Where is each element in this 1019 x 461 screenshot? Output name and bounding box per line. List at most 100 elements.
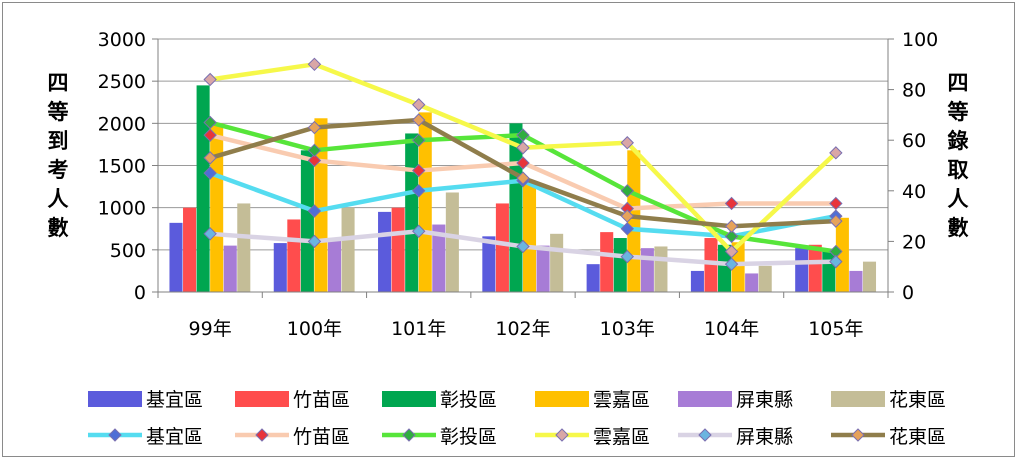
bar: [550, 233, 564, 292]
left-axis-title-char: 人: [48, 187, 69, 211]
bar: [862, 261, 877, 292]
category-label: 103年: [600, 318, 655, 340]
legend-bar-label: 雲嘉區: [593, 389, 650, 411]
bar: [690, 270, 704, 292]
bar: [822, 249, 836, 292]
data-point: [724, 219, 739, 233]
data-point: [516, 171, 530, 185]
bar: [378, 211, 392, 292]
legend-bar-label: 彰投區: [440, 389, 497, 411]
legend-line-marker: [402, 428, 416, 442]
data-point: [307, 153, 322, 168]
bar: [849, 270, 863, 292]
legend-bar-swatch: [831, 391, 885, 407]
bar: [586, 264, 600, 292]
right-axis-title-char: 錄: [948, 129, 969, 153]
data-point: [724, 196, 739, 211]
left-axis-title-char: 等: [48, 100, 69, 124]
bar: [495, 203, 509, 292]
left-axis-title-char: 數: [48, 216, 69, 240]
data-point: [412, 133, 426, 147]
bar: [600, 232, 614, 292]
right-axis-title-char: 數: [948, 216, 969, 240]
category-label: 100年: [287, 318, 342, 340]
right-tick-label: 60: [902, 130, 926, 152]
legend-bar-label: 竹苗區: [293, 389, 350, 411]
right-axis-title-char: 四: [948, 71, 969, 95]
right-tick-label: 0: [902, 282, 914, 304]
data-point: [307, 120, 322, 135]
category-label: 105年: [808, 318, 863, 340]
legend-bar-label: 基宜區: [146, 389, 203, 411]
left-tick-label: 2500: [98, 71, 146, 93]
data-point: [203, 72, 217, 87]
data-point: [724, 229, 739, 244]
bar: [300, 150, 314, 292]
data-point: [412, 163, 426, 178]
data-point: [203, 115, 217, 130]
left-axis-title-char: 四: [48, 71, 69, 95]
legend-bar-swatch: [235, 391, 289, 407]
data-point: [203, 151, 217, 165]
bar: [391, 207, 405, 292]
bar: [613, 238, 627, 292]
legend-line-label: 花東區: [889, 426, 946, 448]
data-point: [412, 224, 426, 238]
bar: [314, 118, 328, 292]
left-tick-label: 1000: [98, 198, 146, 220]
right-axis-title-char: 取: [948, 158, 969, 182]
legend-line-marker: [555, 428, 569, 442]
legend-bar-label: 屏東縣: [736, 389, 793, 411]
bar: [405, 133, 419, 292]
bar: [758, 265, 772, 292]
bar: [327, 238, 342, 292]
bar: [718, 244, 732, 292]
data-point: [516, 156, 530, 170]
right-tick-label: 100: [902, 29, 938, 51]
data-point: [412, 98, 426, 112]
left-axis-title-char: 到: [48, 129, 69, 153]
bar: [536, 245, 550, 292]
category-label: 102年: [495, 318, 550, 340]
left-tick-label: 1500: [98, 156, 146, 178]
legend-bar-swatch: [535, 391, 589, 407]
legend-line-marker: [255, 428, 269, 442]
bar: [654, 246, 668, 292]
legend-bar-swatch: [88, 391, 142, 407]
combo-chart: 0 500 1000 1500 2000 2500 3000 0 20 40 60 80 100 99年 1…: [48, 29, 969, 448]
right-tick-label: 20: [902, 231, 926, 253]
category-label: 104年: [704, 318, 759, 340]
data-point: [307, 143, 322, 158]
data-point: [203, 227, 217, 241]
right-axis-title-char: 等: [948, 100, 969, 124]
legend-bar-swatch: [678, 391, 732, 407]
bar: [482, 236, 496, 292]
legend-bar-swatch: [382, 391, 436, 407]
bar: [795, 248, 809, 292]
legend-line-label: 竹苗區: [293, 426, 350, 448]
bar: [210, 123, 224, 292]
bar: [273, 243, 287, 292]
bar: [223, 245, 237, 292]
data-point: [724, 257, 739, 271]
legend-line-marker: [108, 428, 122, 442]
data-point: [307, 57, 322, 72]
right-tick-label: 40: [902, 181, 926, 203]
data-point: [203, 166, 217, 180]
legend-line-label: 彰投區: [440, 426, 497, 448]
bar: [704, 238, 718, 292]
bar: [287, 219, 301, 292]
legend-bar-label: 花東區: [889, 389, 946, 411]
legend-line-marker: [698, 428, 712, 442]
bar: [835, 217, 849, 292]
data-point: [620, 184, 634, 198]
data-point: [307, 234, 322, 249]
bar: [445, 192, 459, 292]
data-point: [829, 196, 843, 211]
legend-line-label: 基宜區: [146, 426, 203, 448]
left-tick-label: 0: [134, 282, 146, 304]
category-label: 99年: [189, 318, 232, 340]
data-point: [307, 204, 322, 218]
left-tick-label: 2000: [98, 113, 146, 135]
